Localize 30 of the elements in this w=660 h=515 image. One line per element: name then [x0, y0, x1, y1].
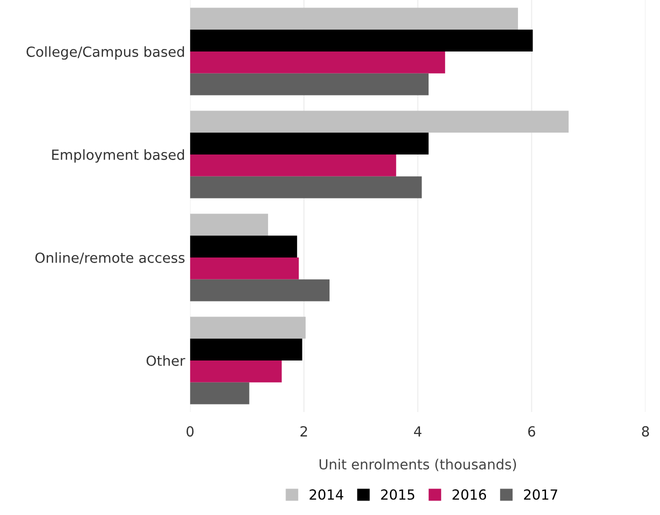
y-tick-label: Other: [146, 355, 186, 366]
bar: [190, 8, 518, 30]
x-axis-title: Unit enrolments (thousands): [320, 458, 516, 472]
legend-label: 2015: [381, 489, 414, 500]
bar: [190, 338, 302, 360]
bar: [190, 110, 569, 133]
y-tick-label: Online/remote access: [35, 252, 185, 264]
x-tick-label: 8: [642, 426, 649, 437]
bar: [190, 236, 298, 258]
bar: [190, 214, 268, 236]
x-tick-label: 0: [186, 426, 194, 437]
bar: [190, 382, 250, 404]
bar: [190, 30, 533, 52]
bar: [190, 73, 429, 96]
bar: [190, 360, 282, 382]
x-tick-label: 6: [528, 426, 536, 437]
bar: [190, 176, 422, 198]
y-tick-label: Employment based: [52, 149, 184, 163]
bar: [190, 52, 446, 74]
legend-label: 2016: [452, 489, 486, 500]
bar: [190, 316, 306, 339]
y-tick-label: College/Campus based: [26, 46, 184, 60]
x-tick-label: 4: [414, 426, 422, 436]
bar: [190, 132, 429, 154]
bar: [190, 154, 396, 176]
legend-label: 2017: [524, 489, 558, 500]
x-tick-label: 2: [300, 426, 307, 436]
bar: [190, 258, 299, 280]
legend-label: 2014: [310, 489, 344, 500]
bar: [190, 279, 330, 302]
